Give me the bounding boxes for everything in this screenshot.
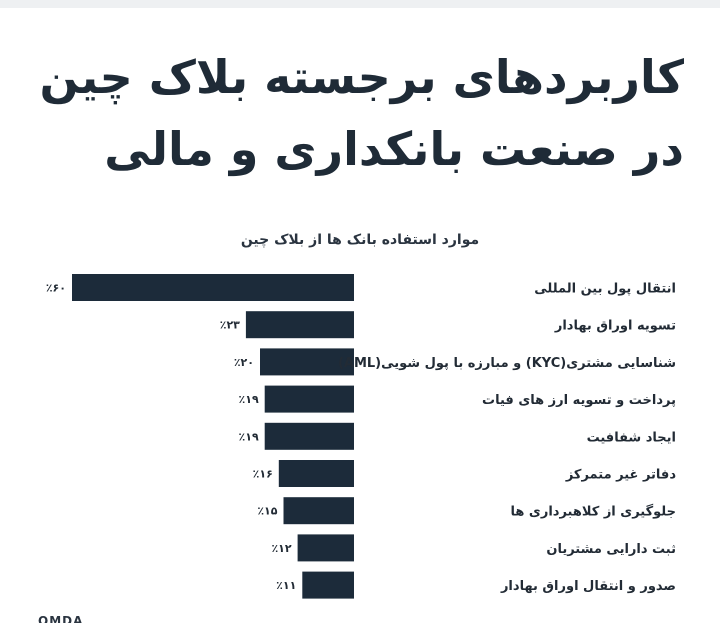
bar-1 (245, 311, 354, 339)
page-title-line-1: کاربردهای برجسته بلاک چین (39, 50, 684, 104)
bar-value-label-7: ٪۱۲ (271, 542, 291, 555)
bar-value-label-0: ٪۶۰ (46, 282, 66, 295)
category-label-6: جلوگیری از کلاهبرداری ها (511, 504, 676, 520)
category-label-3: پرداخت و تسویه ارز های فیات (482, 393, 676, 408)
category-label-0: انتقال پول بین المللی (534, 282, 676, 297)
bar-6 (283, 497, 354, 525)
category-label-4: ایجاد شفافیت (587, 430, 676, 445)
category-label-5: دفاتر غیر متمرکز (565, 468, 676, 483)
bar-8 (302, 571, 354, 599)
bar-value-label-8: ٪۱۱ (276, 579, 296, 592)
footer-source-text: OMDA (38, 614, 84, 623)
bar-5 (278, 460, 354, 487)
bar-value-label-2: ٪۲۰ (234, 356, 254, 369)
bar-value-label-5: ٪۱۶ (253, 468, 273, 481)
page-title-line-2: در صنعت بانکداری و مالی (104, 122, 684, 176)
category-label-2: شناسایی مشتری(KYC) و مبارزه با پول شویی(… (338, 356, 676, 371)
top-frame-strip (0, 0, 720, 8)
bar-value-label-4: ٪۱۹ (239, 430, 259, 443)
bar-4 (264, 422, 354, 450)
bar-value-label-6: ٪۱۵ (257, 505, 277, 518)
chart-title: موارد استفاده بانک ها از بلاک چین (240, 232, 480, 248)
bar-3 (264, 385, 354, 413)
bar-value-label-3: ٪۱۹ (239, 393, 259, 406)
bar-7 (297, 534, 354, 562)
category-label-8: صدور و انتقال اوراق بهادار (500, 579, 676, 594)
bar-0 (72, 274, 354, 301)
category-label-1: تسویه اوراق بهادار (554, 319, 676, 334)
category-label-7: ثبت دارایی مشتریان (546, 542, 676, 557)
bar-2 (260, 348, 354, 376)
bar-value-label-1: ٪۲۳ (220, 319, 240, 332)
